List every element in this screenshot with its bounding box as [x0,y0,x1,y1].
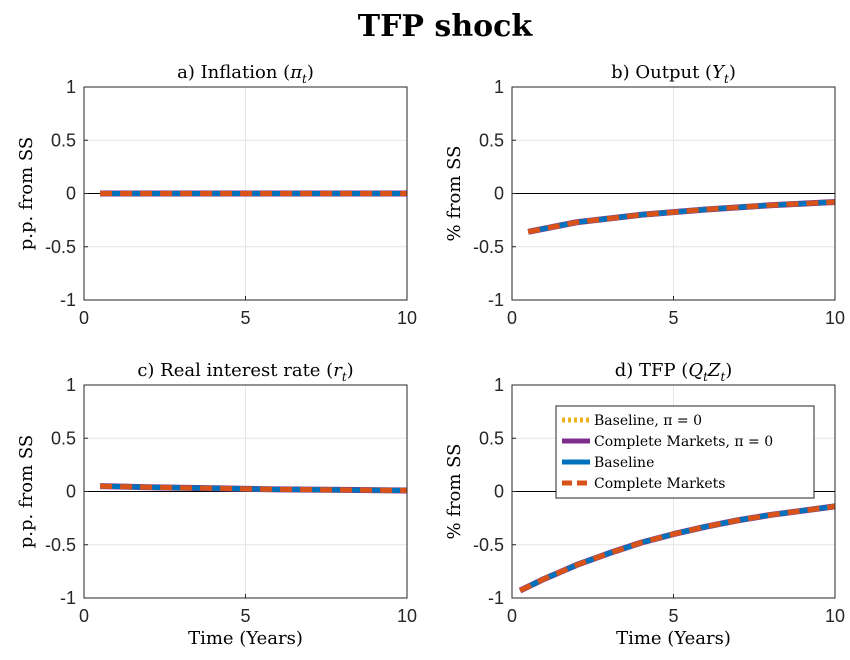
panel-title-symbol: π [289,62,303,83]
panel-title-subscript: t [302,72,307,86]
y-tick-label-0: 1 [66,77,76,97]
y-axis-label: % from SS [444,443,465,539]
series-line-baseline [518,503,836,593]
panel-title-tail: ) [725,360,732,381]
panel-title: a) Inflation (πt) [177,62,314,86]
y-tick-label-1: 0.5 [479,428,504,448]
x-tick-label-1: 5 [668,606,678,626]
panel-title: d) TFP (QtZt) [615,360,733,384]
panel-inflation: 0 5 10 1 0.5 0 -0.5 -1 a) Inflation (πt) p.p. fro… [16,62,417,328]
y-tick-label-1: 0.5 [51,130,76,150]
series-line-baseline-pi0 [518,503,836,593]
y-tick-label-3: -0.5 [45,535,76,555]
y-axis-label: p.p. from SS [16,435,37,548]
panel-title-text: b) Output ( [611,62,712,83]
y-tick-label-4: -1 [488,588,504,608]
panel-title: b) Output (Yt) [611,62,736,86]
x-tick-label-1: 5 [668,308,678,328]
panel-title-subscript-2: t [720,370,725,384]
panel-title: c) Real interest rate (rt) [137,360,353,384]
panel-title-subscript: t [724,72,729,86]
y-tick-label-4: -1 [488,290,504,310]
y-tick-label-3: -0.5 [473,535,504,555]
panel-title-symbol-2: Z [707,360,721,381]
y-tick-label-2: 0 [494,482,504,502]
series-line-complete [527,199,836,235]
x-axis-label: Time (Years) [616,628,731,649]
legend-label-3: Complete Markets [594,476,725,492]
panel-title-symbol: Q [688,360,703,381]
y-tick-label-2: 0 [66,482,76,502]
panel-title-tail: ) [729,62,736,83]
x-tick-label-1: 5 [240,606,250,626]
panel-output: 0 5 10 1 0.5 0 -0.5 -1 b) Output (Yt) % from SS [444,62,845,328]
series-line-complete-pi0 [518,503,836,594]
y-tick-label-4: -1 [60,588,76,608]
y-tick-label-0: 1 [66,375,76,395]
x-tick-label-2: 10 [825,606,845,626]
x-tick-label-0: 0 [507,308,517,328]
y-axis-label: % from SS [444,145,465,241]
panel-title-symbol: Y [712,62,726,83]
panel-title-tail: ) [347,360,354,381]
panel-title-subscript: t [342,370,347,384]
panel-title-tail: ) [307,62,314,83]
legend-label-1: Complete Markets, π = 0 [594,434,773,450]
figure-title: TFP shock [358,9,534,44]
y-tick-label-2: 0 [66,184,76,204]
panel-real-rate: 0 5 10 1 0.5 0 -0.5 -1 c) Real interest rate (rt… [16,360,417,649]
x-tick-label-0: 0 [79,308,89,328]
y-tick-label-2: 0 [494,184,504,204]
y-axis-label: p.p. from SS [16,137,37,250]
panel-tfp: 0 5 10 1 0.5 0 -0.5 -1 d) TFP (QtZt) % from SS Tim… [444,360,845,649]
x-axis-label: Time (Years) [188,628,303,649]
x-tick-label-2: 10 [397,606,417,626]
panel-title-subscript: t [703,370,708,384]
x-tick-label-0: 0 [507,606,517,626]
series-line-complete [518,503,836,593]
y-tick-label-1: 0.5 [51,428,76,448]
panel-title-text: c) Real interest rate ( [137,360,333,381]
legend-box [555,405,815,499]
panel-title-symbol: r [333,360,343,381]
x-tick-label-1: 5 [240,308,250,328]
y-tick-label-4: -1 [60,290,76,310]
panel-title-text: a) Inflation ( [177,62,290,83]
y-tick-label-1: 0.5 [479,130,504,150]
legend-label-0: Baseline, π = 0 [594,413,702,429]
x-tick-label-2: 10 [825,308,845,328]
x-tick-label-0: 0 [79,606,89,626]
y-tick-label-3: -0.5 [45,237,76,257]
series-line-complete [100,483,408,493]
y-tick-label-0: 1 [494,375,504,395]
legend-label-2: Baseline [594,455,654,471]
legend: Baseline, π = 0 Complete Markets, π = 0 Ba… [555,405,815,499]
y-tick-label-3: -0.5 [473,237,504,257]
panel-title-text: d) TFP ( [615,360,689,381]
x-tick-label-2: 10 [397,308,417,328]
y-tick-label-0: 1 [494,77,504,97]
